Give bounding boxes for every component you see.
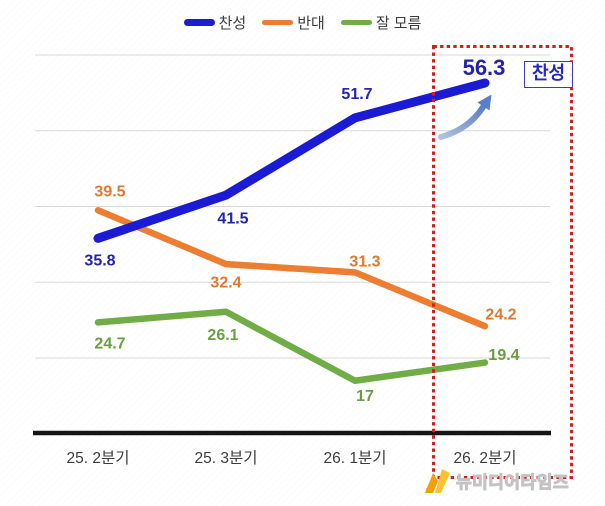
data-label: 24.2 (485, 306, 516, 323)
series-line-0 (93, 78, 490, 243)
legend-item: 찬성 (183, 12, 247, 33)
x-axis-label: 26. 2분기 (454, 449, 517, 467)
approval-callout-box: 찬성 (524, 61, 574, 88)
legend-swatch (340, 19, 372, 25)
data-label: 17 (356, 388, 374, 405)
data-label: 56.3 (463, 55, 506, 80)
legend-label: 반대 (297, 14, 325, 32)
approval-callout-label: 찬성 (532, 63, 566, 83)
data-label: 31.3 (349, 254, 380, 271)
highlight-box (432, 45, 573, 479)
growth-arrow-icon (438, 94, 492, 140)
data-label: 51.7 (341, 86, 372, 103)
news-logo-icon (425, 469, 450, 493)
legend-label: 찬성 (218, 14, 247, 32)
watermark: 뉴미디어타임즈 (424, 466, 569, 494)
legend-item: 반대 (262, 12, 325, 33)
data-label: 35.8 (84, 253, 115, 270)
data-label: 19.4 (488, 347, 519, 364)
x-axis-label: 26. 1분기 (324, 449, 387, 467)
x-axis-label: 25. 2분기 (67, 449, 130, 467)
x-axis-label: 25. 3분기 (195, 449, 258, 467)
data-label: 26.1 (207, 327, 238, 344)
legend-swatch (262, 19, 294, 25)
legend-label: 잘 모름 (375, 14, 422, 32)
data-label: 32.4 (210, 274, 241, 291)
chart-legend: 찬성 반대 잘 모름 (0, 10, 605, 34)
data-label: 24.7 (94, 336, 125, 353)
series-line-1 (94, 207, 489, 330)
series-line-2 (94, 308, 489, 384)
legend-item: 잘 모름 (340, 12, 422, 33)
data-label: 39.5 (94, 184, 125, 201)
watermark-text: 뉴미디어타임즈 (456, 472, 569, 492)
legend-swatch (183, 18, 215, 26)
data-label: 41.5 (217, 210, 248, 227)
